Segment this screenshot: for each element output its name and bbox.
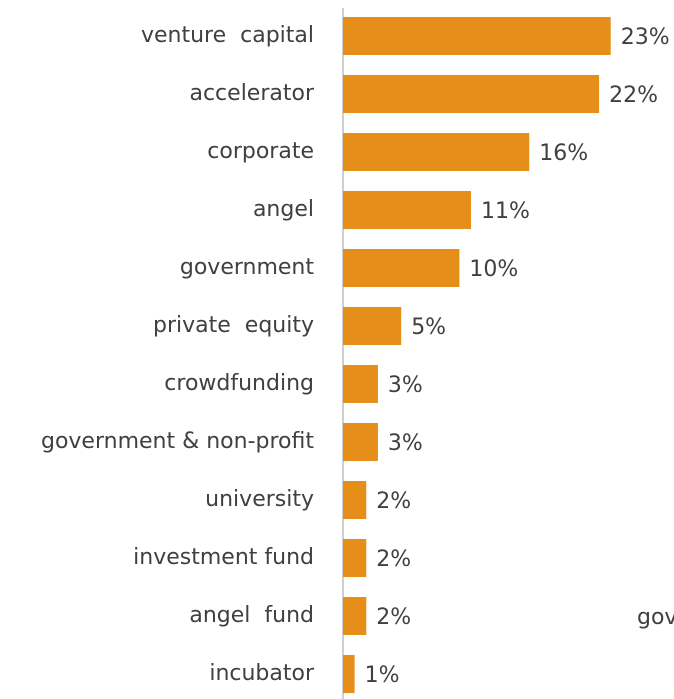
value-label: 11% — [481, 199, 530, 224]
category-label: university — [205, 487, 314, 512]
value-label: 2% — [376, 489, 411, 514]
category-label: angel — [253, 197, 314, 222]
category-label: accelerator — [189, 81, 314, 106]
category-label: venture capital — [141, 23, 314, 48]
bar — [343, 133, 530, 171]
bar — [343, 655, 355, 693]
category-label: corporate — [207, 139, 314, 164]
bar — [343, 539, 367, 577]
value-label: 16% — [539, 141, 588, 166]
category-label: private equity — [153, 313, 314, 338]
bar — [343, 423, 378, 461]
bar — [343, 597, 367, 635]
category-label: government & non-profit — [41, 429, 314, 454]
category-label: incubator — [209, 661, 315, 686]
value-label: 2% — [376, 605, 411, 630]
value-label: 3% — [388, 373, 423, 398]
bar — [343, 365, 378, 403]
bar — [343, 249, 460, 287]
value-label: 10% — [469, 257, 518, 282]
value-label: 2% — [376, 547, 411, 572]
bar — [343, 75, 600, 113]
value-label: 23% — [621, 25, 670, 50]
value-label: 5% — [411, 315, 446, 340]
annotation: gov — [637, 605, 674, 630]
bar — [343, 481, 367, 519]
bar — [343, 191, 472, 229]
value-label: 3% — [388, 431, 423, 456]
category-label: crowdfunding — [164, 371, 314, 396]
value-label: 22% — [609, 83, 658, 108]
value-label: 1% — [365, 663, 400, 688]
category-label: government — [180, 255, 314, 280]
category-label: investment fund — [133, 545, 314, 570]
bar — [343, 17, 611, 55]
bar — [343, 307, 402, 345]
category-label: angel fund — [189, 603, 314, 628]
